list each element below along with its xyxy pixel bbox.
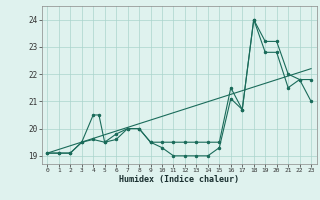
X-axis label: Humidex (Indice chaleur): Humidex (Indice chaleur) bbox=[119, 175, 239, 184]
